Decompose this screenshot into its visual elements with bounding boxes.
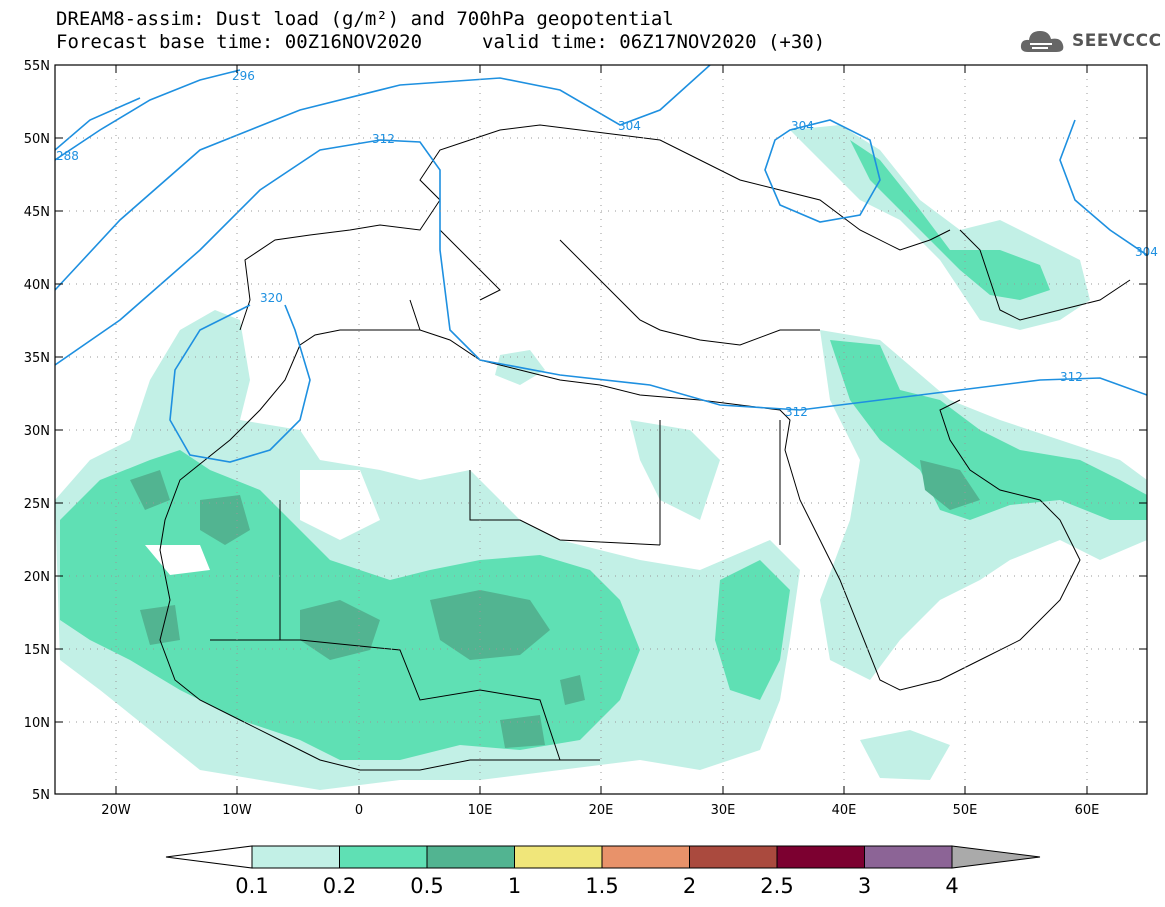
dust-region-light bbox=[790, 125, 1090, 330]
forecast-base-time: Forecast base time: 00Z16NOV2020 bbox=[56, 31, 423, 53]
lat-label: 30N bbox=[24, 424, 50, 439]
lat-label: 10N bbox=[24, 716, 50, 731]
dust-region-medium bbox=[715, 560, 790, 700]
clear-area bbox=[300, 470, 380, 540]
contour-label: 296 bbox=[232, 69, 255, 83]
colorbar-box bbox=[426, 845, 515, 869]
lat-label: 20N bbox=[24, 570, 50, 585]
axis-ticks bbox=[55, 64, 1147, 795]
dust-region-dense bbox=[130, 470, 170, 510]
colorbar-low-arrow bbox=[165, 845, 253, 869]
lat-label: 15N bbox=[24, 643, 50, 658]
colorbar-label: 0.2 bbox=[323, 874, 356, 898]
geopotential-contours bbox=[55, 65, 1147, 463]
lat-label: 35N bbox=[24, 351, 50, 366]
dust-region-dense bbox=[430, 590, 550, 660]
colorbar-label: 0.5 bbox=[410, 874, 443, 898]
colorbar-label: 1.5 bbox=[585, 874, 618, 898]
valid-time: valid time: 06Z17NOV2020 (+30) bbox=[482, 31, 826, 53]
dust-load-shading bbox=[55, 125, 1147, 790]
dust-region-dense bbox=[500, 715, 545, 748]
contour-label: 288 bbox=[56, 149, 79, 163]
dust-region-medium bbox=[830, 340, 1147, 520]
lat-label: 5N bbox=[32, 788, 50, 803]
contour-304 bbox=[55, 65, 711, 291]
contour-label: 304 bbox=[791, 119, 814, 133]
colorbar-label: 4 bbox=[945, 874, 958, 898]
colorbar-box bbox=[689, 845, 778, 869]
dust-region-dense bbox=[300, 600, 380, 660]
colorbar-box bbox=[514, 845, 603, 869]
lat-label: 40N bbox=[24, 278, 50, 293]
lon-label: 20E bbox=[589, 803, 614, 818]
colorbar: 0.1 0.2 0.5 1 1.5 2 2.5 3 4 bbox=[165, 845, 1041, 898]
colorbar-label: 3 bbox=[858, 874, 871, 898]
clear-area bbox=[145, 545, 210, 575]
colorbar-label: 0.1 bbox=[235, 874, 268, 898]
dust-region-light bbox=[860, 730, 950, 780]
dust-region-dense bbox=[920, 460, 980, 510]
colorbar-labels: 0.1 0.2 0.5 1 1.5 2 2.5 3 4 bbox=[235, 874, 958, 898]
contour-east bbox=[1059, 119, 1147, 256]
lon-label: 10E bbox=[468, 803, 493, 818]
contour-288 bbox=[55, 97, 141, 151]
lon-label: 40E bbox=[832, 803, 857, 818]
colorbar-box bbox=[339, 845, 428, 869]
colorbar-box bbox=[251, 845, 340, 869]
dust-region-dense bbox=[140, 605, 180, 645]
colorbar-label: 1 bbox=[508, 874, 521, 898]
lon-label: 0 bbox=[355, 803, 363, 818]
contour-296 bbox=[55, 69, 241, 161]
colorbar-box bbox=[601, 845, 690, 869]
colorbar-label: 2 bbox=[683, 874, 696, 898]
colorbar-box bbox=[864, 845, 953, 869]
map-title: DREAM8-assim: Dust load (g/m²) and 700hP… bbox=[56, 8, 674, 30]
lat-label: 45N bbox=[24, 205, 50, 220]
contour-label: 312 bbox=[785, 405, 808, 419]
contour-label: 312 bbox=[1060, 370, 1083, 384]
longitude-labels: 20W 10W 0 10E 20E 30E 40E 50E 60E bbox=[101, 803, 1099, 818]
colorbar-high-arrow bbox=[951, 845, 1041, 869]
lat-label: 55N bbox=[24, 59, 50, 74]
seevccc-logo: SEEVCCC bbox=[1018, 26, 1162, 56]
contour-label: 312 bbox=[372, 132, 395, 146]
logo-text: SEEVCCC bbox=[1072, 31, 1162, 51]
coastlines-borders bbox=[159, 124, 1131, 771]
contour-label: 320 bbox=[260, 291, 283, 305]
colorbar-label: 2.5 bbox=[760, 874, 793, 898]
contour-312 bbox=[55, 139, 1147, 411]
lon-label: 50E bbox=[953, 803, 978, 818]
dust-region-dense bbox=[200, 495, 250, 545]
contour-labels: 296 288 312 304 304 320 312 312 304 bbox=[56, 69, 1158, 419]
lon-label: 60E bbox=[1075, 803, 1100, 818]
latitude-labels: 55N 50N 45N 40N 35N 30N 25N 20N 15N 10N … bbox=[24, 59, 50, 803]
dust-region-light bbox=[630, 420, 720, 520]
lon-label: 30E bbox=[711, 803, 736, 818]
cloud-icon bbox=[1020, 31, 1064, 52]
contour-label: 304 bbox=[618, 119, 641, 133]
lon-label: 10W bbox=[222, 803, 252, 818]
contour-320 bbox=[169, 304, 311, 463]
dust-region-medium bbox=[850, 140, 1050, 300]
lat-label: 25N bbox=[24, 497, 50, 512]
lon-label: 20W bbox=[101, 803, 131, 818]
colorbar-box bbox=[776, 845, 865, 869]
colorbar-boxes bbox=[251, 845, 953, 869]
dust-region-dense bbox=[560, 675, 585, 705]
contour-304-loop bbox=[764, 119, 881, 223]
lat-label: 50N bbox=[24, 132, 50, 147]
graticule bbox=[55, 65, 1147, 794]
